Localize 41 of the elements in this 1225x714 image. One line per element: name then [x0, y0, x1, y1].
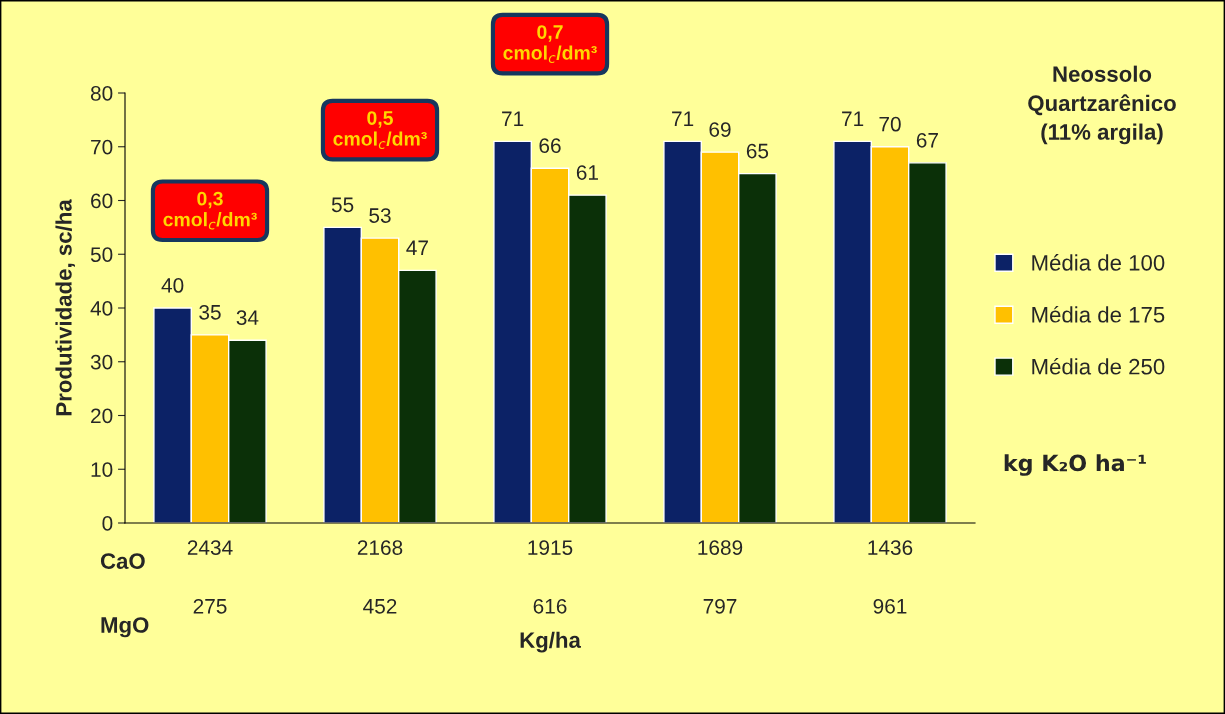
- y-axis-title: Produtividade, sc/ha: [55, 199, 75, 416]
- y-tick-label: 60: [91, 193, 113, 209]
- text: Neossolo Quartzarênico (11% argila): [1028, 65, 1176, 145]
- data-label: 67: [916, 132, 938, 148]
- data-label: 71: [842, 111, 864, 126]
- y-tick-label: 40: [90, 301, 113, 316]
- data-label: 71: [502, 111, 524, 126]
- legend-title: kg K₂O ha⁻¹: [1004, 454, 1146, 476]
- y-tick-label: 50: [90, 247, 113, 262]
- data-label: 69: [709, 122, 731, 137]
- legend-label: Média de 175: [1032, 306, 1165, 323]
- data-label: 61: [576, 165, 598, 180]
- category-label: 2168 452: [357, 540, 403, 614]
- data-label: 34: [236, 310, 259, 326]
- y-tick-label: 0: [102, 516, 113, 531]
- text: MgO: [101, 617, 149, 638]
- text: 0,7 cmol$_{c}$/dm³: [503, 25, 597, 63]
- data-label: 35: [199, 304, 221, 320]
- category-label: 1689 797: [698, 540, 743, 614]
- y-tick-label: 30: [90, 354, 113, 370]
- legend-label: Média de 250: [1032, 357, 1165, 375]
- data-label: 65: [746, 143, 769, 159]
- data-label: 66: [539, 138, 561, 154]
- data-label: 40: [161, 278, 184, 293]
- data-label: 55: [331, 197, 354, 213]
- data-label: 53: [369, 208, 391, 223]
- data-label: 70: [879, 116, 901, 132]
- text: CaO: [100, 553, 145, 569]
- y-tick-label: 80: [90, 86, 113, 101]
- x-axis-title: Kg/ha: [520, 631, 582, 653]
- y-tick-label: 10: [91, 462, 113, 477]
- category-label: 1436 961: [868, 540, 913, 614]
- y-tick-label: 70: [91, 139, 113, 155]
- data-label: 71: [672, 111, 694, 126]
- legend-label: Média de 100: [1032, 254, 1165, 271]
- y-tick-label: 20: [91, 408, 113, 424]
- annotation: 0,3 cmol$_{c}$/dm³: [163, 191, 257, 230]
- annotation: 0,5 cmol$_{c}$/dm³: [333, 111, 427, 149]
- category-label: 1915 616: [528, 540, 573, 614]
- category-label: 2434 275: [187, 540, 233, 614]
- data-label: 47: [406, 240, 428, 255]
